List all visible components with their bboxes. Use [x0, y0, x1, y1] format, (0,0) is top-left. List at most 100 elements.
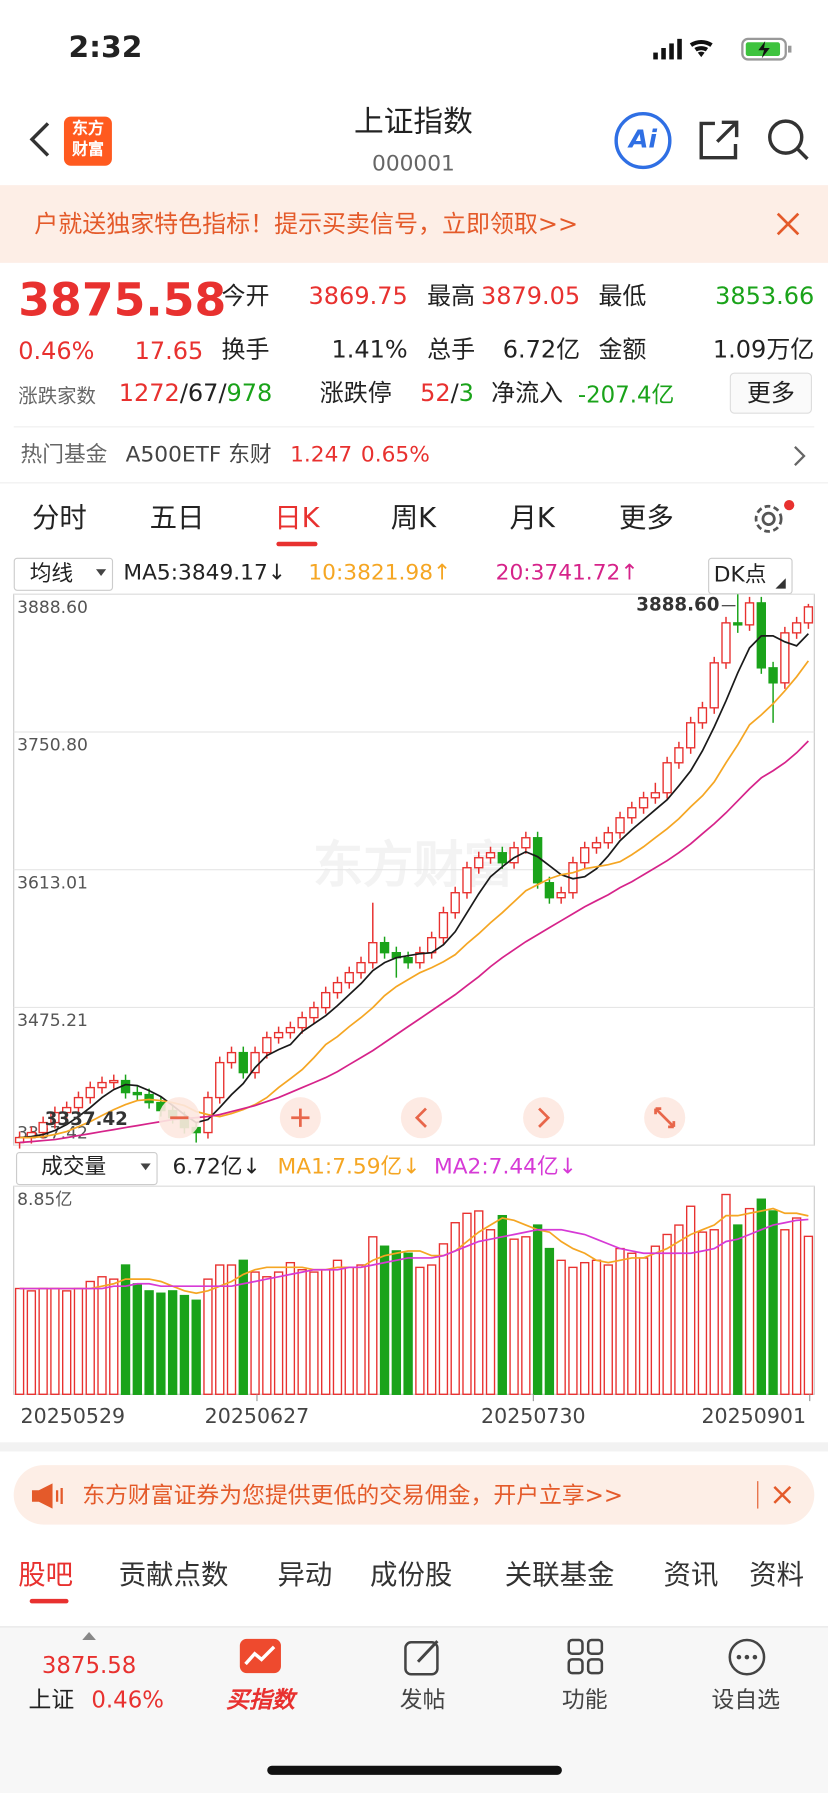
volume-bar — [568, 1266, 578, 1395]
volume-selector[interactable] — [15, 1151, 158, 1186]
period-tab[interactable]: 五日 — [149, 501, 205, 534]
volume-bar — [97, 1276, 107, 1395]
close-ad[interactable] — [772, 1485, 793, 1506]
volume-bar — [474, 1210, 484, 1395]
breadth-up: 1272 — [118, 379, 180, 407]
candle-body — [415, 951, 425, 964]
ma-line — [19, 740, 809, 1144]
more-button[interactable]: 更多 — [729, 372, 813, 414]
candle-body — [709, 662, 719, 709]
x-tick-label: 20250901 — [701, 1404, 806, 1428]
volume-bar — [403, 1252, 413, 1395]
candle-body — [438, 912, 449, 939]
candle-body — [638, 797, 649, 809]
limit-down: 3 — [458, 379, 474, 407]
volume-bar — [368, 1236, 378, 1395]
candle-body — [544, 882, 555, 899]
dropdown-arrow — [140, 1163, 151, 1171]
volume-bar — [426, 1264, 437, 1395]
stat-label: 最低 — [598, 282, 647, 310]
x-tick-label: 20250529 — [21, 1404, 126, 1428]
nav-icon-func — [567, 1638, 604, 1675]
bottom-tab[interactable]: 股吧 — [18, 1558, 74, 1591]
speaker-icon — [31, 1483, 63, 1509]
y-tick-label: 3750.80 — [17, 736, 88, 756]
nav-label[interactable]: 买指数 — [226, 1685, 295, 1714]
period-tab[interactable]: 分时 — [31, 501, 87, 534]
volume-bar — [379, 1245, 390, 1395]
candle-body — [591, 842, 602, 849]
ad-banner[interactable] — [13, 1465, 815, 1525]
bottom-tab[interactable]: 异动 — [277, 1558, 333, 1591]
bottom-tab[interactable]: 资料 — [749, 1558, 805, 1591]
volume-bar — [462, 1212, 472, 1395]
up-arrow — [82, 1631, 96, 1640]
volume-bar — [580, 1261, 590, 1395]
min-label: 3337.42 — [45, 1109, 128, 1130]
home-indicator — [267, 1765, 562, 1775]
volume-bar — [627, 1252, 637, 1395]
candle-body — [14, 1136, 25, 1144]
bottom-tab[interactable]: 资讯 — [663, 1558, 719, 1591]
candle-body — [132, 1091, 143, 1096]
x-tick-label: 20250627 — [205, 1404, 310, 1428]
volume-bar — [109, 1278, 119, 1395]
volume-bar — [309, 1271, 319, 1395]
volume-bar — [203, 1278, 213, 1395]
ma-selector[interactable] — [13, 557, 114, 591]
volume-bar — [791, 1217, 802, 1395]
candle-body — [356, 961, 366, 974]
breadth-down: 978 — [226, 379, 273, 407]
settings-button[interactable] — [749, 496, 795, 542]
banner-text[interactable]: 户就送独家特色指标！提示买卖信号，立即领取>> — [34, 210, 579, 238]
max-label: 3888.60 — [636, 595, 719, 616]
ma-selector-text[interactable]: 均线 — [29, 561, 74, 587]
volume-bar — [709, 1229, 719, 1395]
bottom-tab[interactable]: 关联基金 — [504, 1558, 615, 1591]
back-button[interactable] — [25, 119, 55, 160]
volume-bar — [509, 1238, 519, 1395]
close-banner[interactable] — [774, 210, 801, 237]
volume-bar — [497, 1214, 507, 1395]
volume-bar — [38, 1287, 48, 1395]
nav-index-price[interactable]: 3875.58 — [41, 1651, 137, 1679]
stat-value: 3869.75 — [308, 282, 408, 310]
candle-body — [650, 792, 661, 799]
volume-selector-text[interactable]: 成交量 — [41, 1154, 107, 1180]
share-button[interactable] — [697, 117, 743, 163]
period-tab[interactable]: 月K — [509, 501, 555, 534]
inflow-label: 净流入 — [491, 379, 564, 407]
nav-label[interactable]: 发帖 — [399, 1685, 446, 1714]
nav-index-pct[interactable]: 0.46% — [91, 1685, 164, 1714]
search-button[interactable] — [765, 117, 811, 163]
volume-ma-line — [19, 1207, 809, 1295]
ai-button[interactable]: Ai — [614, 111, 672, 170]
candle-body — [615, 817, 625, 834]
volume-bar — [356, 1264, 366, 1395]
candle-body — [532, 837, 543, 884]
volume-bar — [744, 1207, 755, 1395]
volume-bar — [650, 1245, 661, 1395]
ad-text[interactable]: 东方财富证券为您提供更低的交易佣金，开户立享>> — [82, 1481, 624, 1509]
period-tab[interactable]: 更多 — [619, 501, 674, 534]
nav-index-name[interactable]: 上证 — [28, 1685, 75, 1714]
bottom-tab[interactable]: 贡献点数 — [118, 1558, 229, 1591]
stat-value: 3853.66 — [715, 282, 815, 310]
volume-bar — [156, 1292, 166, 1395]
volume-bar — [297, 1269, 307, 1395]
fund-chevron[interactable] — [790, 443, 808, 468]
volume-bar — [438, 1243, 449, 1395]
bottom-tab[interactable]: 成份股 — [370, 1558, 453, 1591]
period-tab[interactable]: 周K — [390, 501, 437, 534]
volume-bar — [14, 1287, 25, 1395]
promo-banner[interactable] — [0, 185, 828, 263]
candle-body — [262, 1036, 272, 1054]
nav-label[interactable]: 功能 — [561, 1685, 608, 1714]
volume-bar — [733, 1224, 743, 1395]
nav-label[interactable]: 设自选 — [711, 1685, 781, 1714]
period-tab[interactable]: 日K — [274, 501, 320, 534]
dk-text[interactable]: DK点 — [713, 562, 767, 588]
change: 17.65 — [134, 337, 204, 365]
candle-body — [521, 837, 531, 849]
volume-bar — [556, 1259, 566, 1395]
